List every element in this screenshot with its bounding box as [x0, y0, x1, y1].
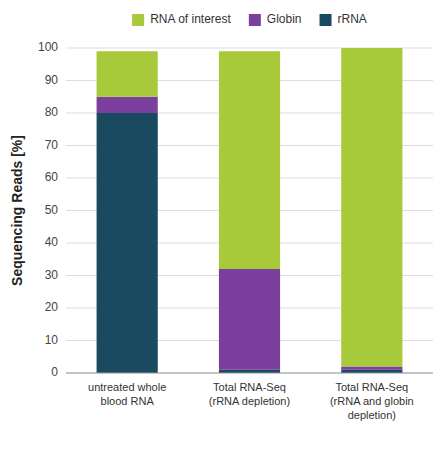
bar: [97, 113, 158, 373]
legend-label: RNA of interest: [150, 12, 231, 26]
legend-label: Globin: [267, 12, 302, 26]
x-tick-label: untreated wholeblood RNA: [88, 381, 166, 407]
bar: [341, 48, 402, 367]
chart: 0 10 20 30 40 50 60 70 80 90 100 untreated wholeblo…: [0, 0, 445, 455]
bar: [97, 97, 158, 113]
bar: [97, 51, 158, 97]
y-tick-label: 80: [45, 105, 59, 119]
y-axis-label: Sequencing Reads [%]: [9, 135, 25, 286]
y-tick-label: 70: [45, 138, 59, 152]
y-tick-label: 0: [51, 365, 58, 379]
legend-swatch: [320, 14, 332, 26]
legend-label: rRNA: [338, 12, 367, 26]
y-tick-label: 40: [45, 235, 59, 249]
x-tick-label: Total RNA-Seq(rRNA and globindepletion): [330, 381, 414, 421]
y-tick-label: 90: [45, 73, 59, 87]
x-axis-line: [66, 373, 433, 374]
legend-swatch: [249, 14, 261, 26]
bar: [219, 51, 280, 269]
grid-line: [66, 373, 433, 374]
bars: [97, 48, 403, 373]
legend: RNA of interest Globin rRNA: [132, 12, 367, 26]
y-tick-label: 50: [45, 203, 59, 217]
bar: [219, 269, 280, 370]
y-tick-label: 20: [45, 300, 59, 314]
bar: [341, 367, 402, 370]
grid: [66, 48, 433, 373]
legend-swatch: [132, 14, 144, 26]
x-tick-label: Total RNA-Seq(rRNA depletion): [209, 381, 290, 407]
y-tick-label: 60: [45, 170, 59, 184]
y-tick-label: 100: [38, 40, 58, 54]
y-tick-label: 30: [45, 268, 59, 282]
y-tick-label: 10: [45, 333, 59, 347]
